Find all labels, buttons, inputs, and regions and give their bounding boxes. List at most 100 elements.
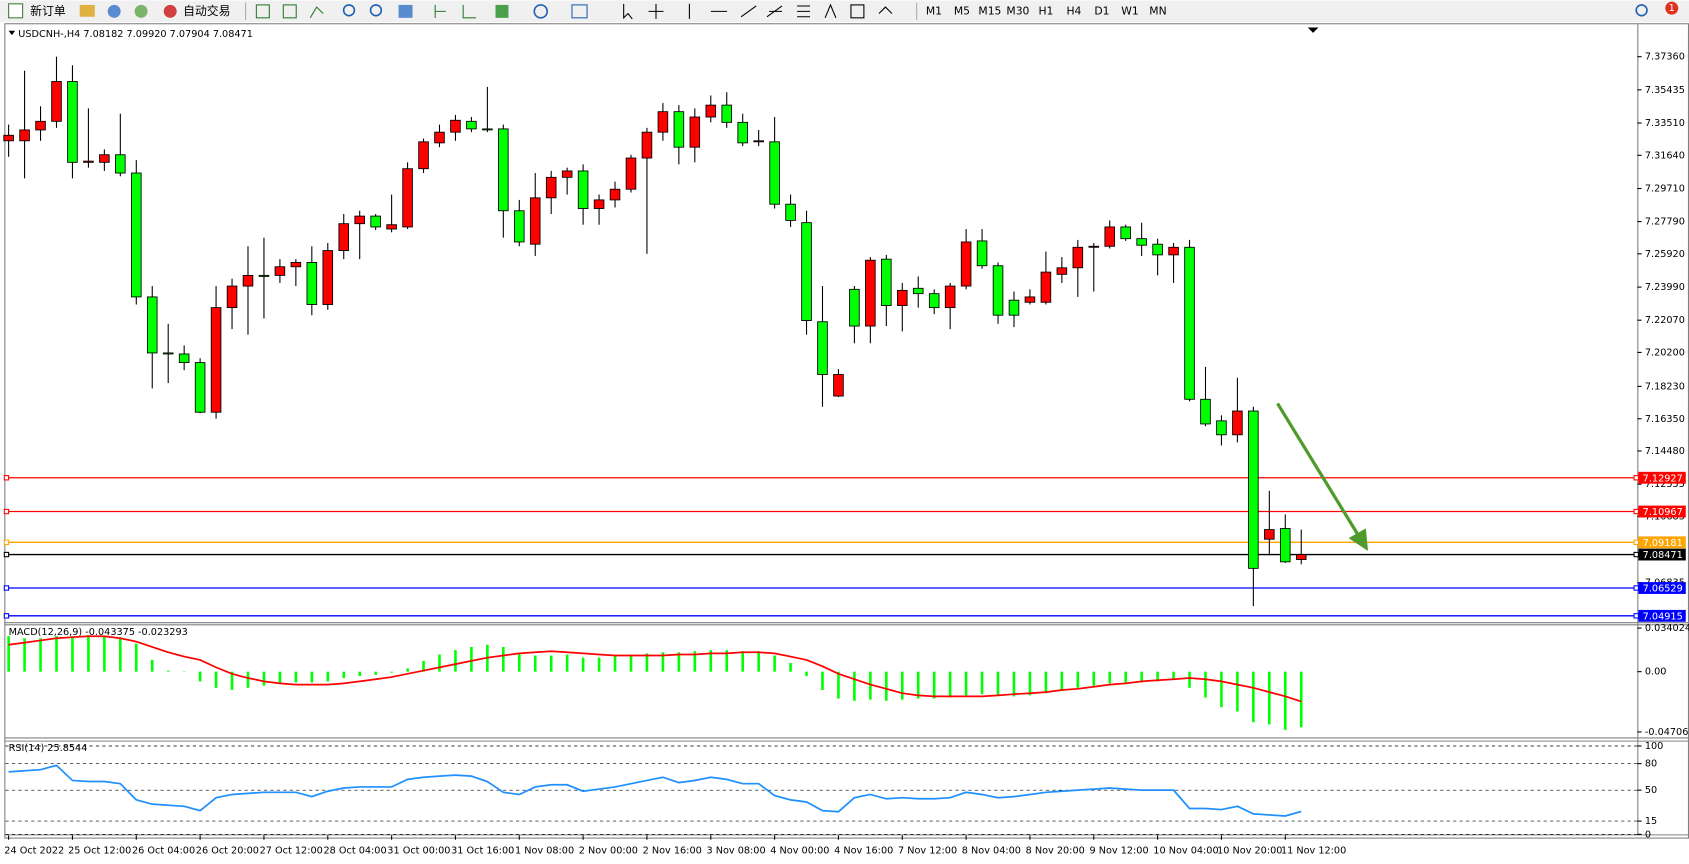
icon[interactable] bbox=[533, 4, 549, 19]
macd-bar bbox=[438, 654, 441, 672]
timeframe-button[interactable]: D1 bbox=[1094, 4, 1109, 17]
icon[interactable] bbox=[398, 4, 413, 18]
timeframe-button[interactable]: MN bbox=[1149, 4, 1166, 17]
macd-bar bbox=[1283, 671, 1287, 730]
icon[interactable] bbox=[79, 4, 95, 17]
macd-bar bbox=[342, 671, 346, 679]
macd-bar bbox=[932, 671, 936, 699]
macd-bar bbox=[1220, 671, 1223, 708]
macd-bar bbox=[1299, 671, 1303, 728]
timeframe-button[interactable]: W1 bbox=[1121, 4, 1139, 17]
macd-bar bbox=[1236, 671, 1239, 712]
icon[interactable] bbox=[255, 4, 270, 19]
chart-header: USDCNH-,H4 7.08182 7.09920 7.07904 7.084… bbox=[18, 29, 253, 40]
fibo-tool[interactable] bbox=[797, 5, 811, 18]
macd-bar bbox=[1156, 671, 1159, 682]
macd-bar bbox=[454, 650, 457, 672]
candle-body bbox=[1279, 528, 1291, 563]
line-handle bbox=[1633, 585, 1639, 591]
chart-frame bbox=[4, 23, 1689, 839]
candle-body bbox=[769, 141, 780, 205]
time-label: 8 Nov 04:00 bbox=[962, 845, 1021, 856]
line-handle bbox=[1633, 613, 1639, 619]
zoom-out[interactable] bbox=[369, 4, 383, 17]
candle-body bbox=[338, 223, 350, 251]
macd-bar bbox=[278, 671, 282, 684]
notification-badge[interactable] bbox=[1665, 1, 1679, 15]
rsi-line bbox=[8, 764, 1302, 817]
icon[interactable] bbox=[134, 4, 148, 18]
timeframe-button[interactable]: M30 bbox=[1006, 4, 1029, 17]
line-handle bbox=[3, 613, 10, 619]
timeframes: M1 M5 M15 M30 H1 H4 D1 W1 MN bbox=[926, 4, 1167, 17]
macd-bar bbox=[326, 671, 330, 682]
price-label: 7.18230 bbox=[1645, 381, 1685, 392]
candle-body bbox=[721, 104, 733, 123]
price-label: 7.12555 bbox=[1645, 479, 1685, 490]
icon[interactable] bbox=[434, 4, 446, 18]
new-order-icon[interactable] bbox=[8, 3, 24, 19]
new-order[interactable]: 新订单 bbox=[30, 4, 66, 18]
crosshair[interactable] bbox=[648, 3, 664, 19]
time-label: 7 Nov 12:00 bbox=[898, 845, 957, 856]
time-label: 4 Nov 16:00 bbox=[834, 845, 893, 856]
timeframe-button[interactable]: M15 bbox=[978, 4, 1001, 17]
line-handle bbox=[1633, 551, 1639, 558]
label-tool[interactable] bbox=[850, 4, 865, 19]
candle-body bbox=[514, 210, 525, 243]
auto-trade[interactable]: 自动交易 bbox=[183, 4, 230, 18]
icon[interactable] bbox=[462, 4, 477, 19]
cursor[interactable] bbox=[623, 3, 633, 20]
candle-body bbox=[577, 170, 589, 209]
notification-count[interactable]: 1 bbox=[1669, 3, 1675, 14]
time-label: 28 Oct 04:00 bbox=[323, 845, 386, 856]
icon[interactable] bbox=[571, 4, 588, 19]
price-label: 7.16350 bbox=[1645, 414, 1685, 425]
macd-bar bbox=[150, 659, 154, 672]
search[interactable] bbox=[1635, 4, 1648, 17]
timeframe-button[interactable]: H4 bbox=[1066, 4, 1081, 17]
candle-body bbox=[960, 241, 972, 287]
candle-body bbox=[753, 140, 764, 143]
price-label: 7.23990 bbox=[1645, 282, 1685, 293]
candle-body bbox=[131, 172, 142, 298]
trendline-tool[interactable] bbox=[740, 5, 757, 18]
icon[interactable] bbox=[107, 4, 121, 18]
macd-bar bbox=[629, 654, 633, 672]
auto-trade-icon[interactable] bbox=[163, 4, 177, 18]
candle-body bbox=[785, 203, 796, 221]
timeframe-button[interactable]: H1 bbox=[1038, 4, 1053, 17]
macd-bar bbox=[390, 671, 393, 673]
rsi-axis-label: 50 bbox=[1645, 785, 1657, 796]
line-handle bbox=[1633, 508, 1639, 515]
macd-bar bbox=[1076, 671, 1080, 688]
icon[interactable] bbox=[282, 4, 297, 19]
timeframe-button[interactable]: M1 bbox=[926, 4, 942, 17]
macd-bar bbox=[262, 671, 266, 686]
text-tool[interactable] bbox=[824, 3, 837, 19]
candle-body bbox=[194, 362, 206, 413]
candle-body bbox=[1120, 226, 1131, 240]
rsi-axis-label: 100 bbox=[1645, 741, 1664, 752]
candle-body bbox=[67, 81, 78, 163]
macd-bar bbox=[23, 638, 26, 672]
candle-body bbox=[593, 199, 605, 209]
candle-body bbox=[210, 307, 222, 413]
zoom-in[interactable] bbox=[342, 4, 356, 17]
timeframe-button[interactable]: M5 bbox=[954, 4, 970, 17]
shapes-tool[interactable] bbox=[878, 6, 893, 14]
candle-body bbox=[498, 128, 509, 212]
macd-bar bbox=[119, 637, 122, 672]
price-tag-label: 7.04915 bbox=[1643, 611, 1683, 622]
icon[interactable] bbox=[495, 4, 509, 18]
macd-bar bbox=[358, 671, 361, 677]
channel-tool[interactable] bbox=[766, 5, 783, 18]
macd-bar bbox=[1252, 671, 1255, 723]
macd-bar bbox=[1204, 671, 1207, 698]
candle-body bbox=[290, 262, 302, 268]
icon[interactable] bbox=[309, 6, 324, 19]
line-handle bbox=[3, 539, 10, 546]
candle-body bbox=[3, 134, 14, 142]
macd-bar bbox=[134, 643, 138, 672]
rsi-axis-label: 15 bbox=[1645, 816, 1657, 827]
